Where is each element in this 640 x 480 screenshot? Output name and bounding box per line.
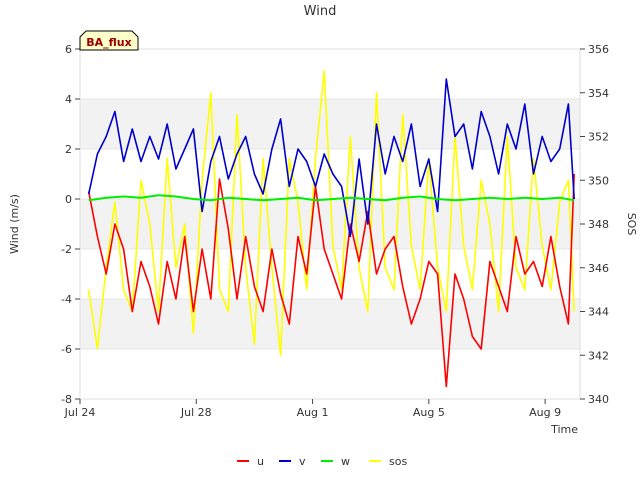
chart-title: Wind (304, 4, 337, 19)
series-group (87, 70, 575, 388)
y2-tick-label: 354 (588, 87, 609, 100)
y2-tick-label: 342 (588, 349, 609, 362)
series-line-u (87, 173, 575, 388)
y2-tick-label: 340 (588, 393, 609, 406)
legend-label-sos: sos (389, 455, 407, 468)
x-tick-label: Aug 5 (413, 406, 445, 419)
y-tick-label: -6 (61, 343, 72, 356)
y-tick-label: -8 (61, 393, 72, 406)
y-tick-label: 2 (65, 143, 72, 156)
background-band (80, 299, 580, 349)
legend-label-u: u (257, 455, 264, 468)
y2-tick-label: 350 (588, 174, 609, 187)
series-line-v (87, 78, 575, 238)
y2-tick-label: 344 (588, 306, 609, 319)
y2-tick-label: 348 (588, 218, 609, 231)
y2-tick-label: 356 (588, 43, 609, 56)
series-line-sos (87, 70, 575, 357)
station-label-box: BA_flux (79, 30, 139, 51)
y2-tick-label: 346 (588, 262, 609, 275)
series-line-w (88, 194, 575, 202)
x-tick-label: Jul 24 (64, 406, 96, 419)
y-tick-label: 6 (65, 43, 72, 56)
x-axis-label: Time (550, 423, 578, 436)
x-tick-label: Aug 9 (529, 406, 561, 419)
axes-group: -8 -6 -4 -2 0 2 4 6 340 342 344 346 348 350 352 354 356 J… (61, 43, 609, 419)
x-tick-label: Aug 1 (297, 406, 329, 419)
y-tick-label: -2 (61, 243, 72, 256)
legend-label-v: v (299, 455, 306, 468)
station-label-text: BA_flux (86, 36, 131, 49)
background-band (80, 199, 580, 249)
plot-bands (80, 99, 580, 349)
y2-tick-label: 352 (588, 131, 609, 144)
y-tick-label: -4 (61, 293, 72, 306)
legend: u v w sos (237, 455, 407, 468)
y2-axis-label: SOS (625, 213, 638, 236)
x-tick-label: Jul 28 (180, 406, 212, 419)
y-tick-label: 4 (65, 93, 72, 106)
station-label-shape (79, 30, 139, 51)
legend-label-w: w (341, 455, 350, 468)
y-tick-label: 0 (65, 193, 72, 206)
y-axis-label: Wind (m/s) (8, 194, 21, 254)
